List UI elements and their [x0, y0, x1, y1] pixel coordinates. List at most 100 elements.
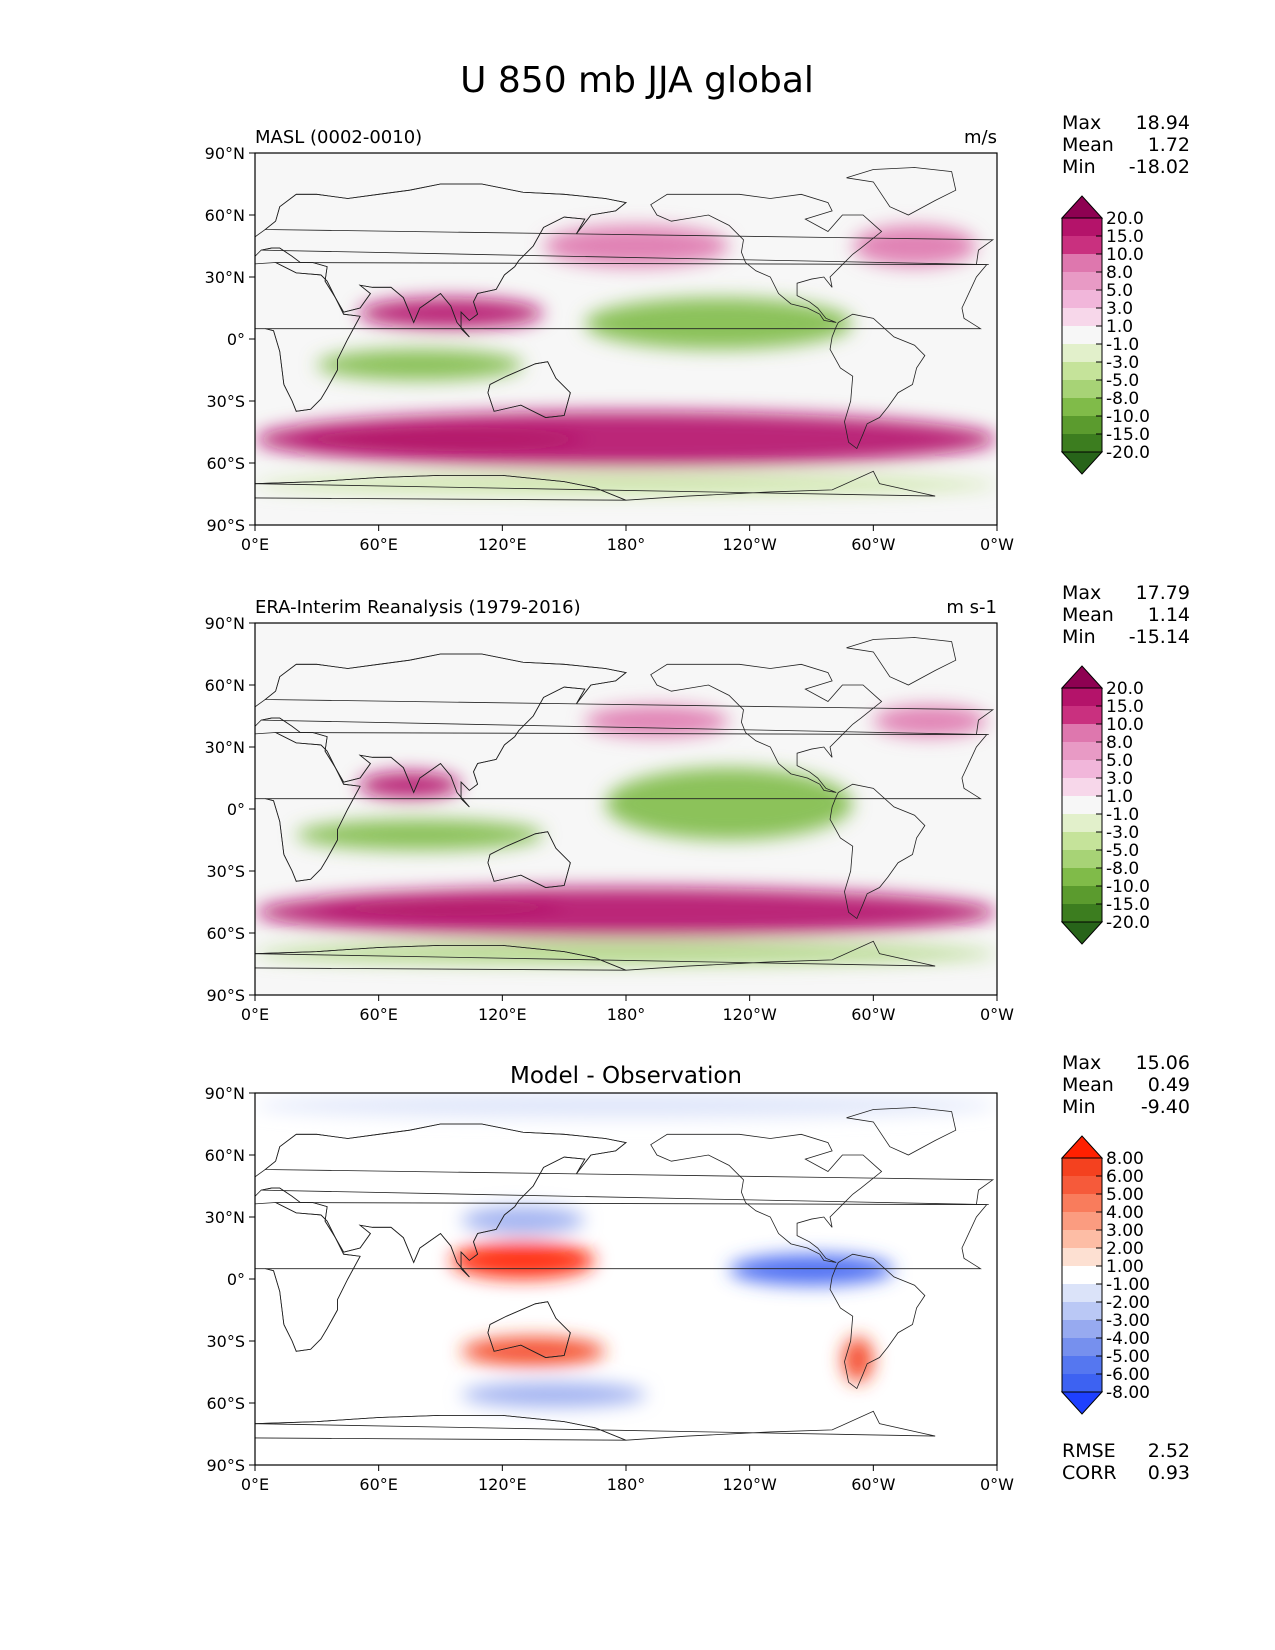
- coastline-4: [88, 784, 183, 918]
- field-feature-southern-jet-core: [296, 425, 585, 453]
- colorbar-label: -10.0: [1106, 407, 1150, 427]
- stat-value: -18.02: [1129, 156, 1190, 178]
- y-tick-label: 60°S: [206, 1394, 245, 1413]
- coastlines: [0, 637, 995, 971]
- metric-value: 0.93: [1148, 1462, 1190, 1484]
- colorbar-segment: [1062, 308, 1102, 326]
- colorbar-segment: [1062, 362, 1102, 380]
- colorbar-label: -1.00: [1106, 1275, 1150, 1295]
- x-tick-label: 120°E: [478, 1005, 527, 1024]
- colorbar-label: 15.0: [1106, 227, 1144, 247]
- y-tick-label: 90°S: [206, 1456, 245, 1475]
- field-feature-east-pacific-negative: [729, 1254, 894, 1286]
- y-tick-label: 90°N: [205, 144, 245, 163]
- colorbar-segment: [1062, 742, 1102, 760]
- colorbar-segment: [1062, 814, 1102, 832]
- field-feature-north-atlantic-westerlies: [873, 705, 987, 737]
- x-tick-label: 60°W: [851, 535, 895, 554]
- colorbar-label: -8.00: [1106, 1383, 1150, 1403]
- field-feature-southern-westerly-jet: [255, 411, 997, 468]
- coastline-4: [88, 1254, 183, 1388]
- metric-label: RMSE: [1062, 1440, 1116, 1462]
- field-feature-north-pacific-negative: [461, 1206, 585, 1234]
- panel-units: m s-1: [946, 597, 997, 618]
- panel-2: 0°E 60°E 120°E 180° 120°W 60°W 0°W 90°N 60°N 30°N…: [0, 582, 1190, 1024]
- colorbar-segment: [1062, 326, 1102, 344]
- y-tick-label: 90°S: [206, 516, 245, 535]
- coastline-3: [0, 664, 140, 792]
- colorbar-label: -5.0: [1106, 371, 1139, 391]
- colorbar-extend-top: [1060, 1135, 1104, 1159]
- field-feature-southern-ocean-negative: [461, 1382, 647, 1408]
- x-tick-label: 120°E: [478, 1475, 527, 1494]
- x-tick-label: 60°W: [851, 1475, 895, 1494]
- field-feature-antarctic-easterlies: [255, 475, 997, 495]
- coastlines: [88, 167, 995, 501]
- coastline-2: [487, 831, 571, 888]
- coastline-6: [255, 945, 627, 971]
- colorbar-label: 20.0: [1106, 209, 1144, 229]
- y-tick-label: 60°N: [205, 1146, 245, 1165]
- field-blur: [255, 225, 997, 495]
- field-feature-tropical-easterlies-indian: [296, 819, 544, 851]
- colorbar-label: -5.00: [1106, 1347, 1150, 1367]
- colorbar-segment: [1062, 796, 1102, 814]
- y-tick-label: 90°N: [205, 1084, 245, 1103]
- colorbar-segment: [1062, 218, 1102, 236]
- colorbar-segment: [1062, 1194, 1102, 1212]
- metric-label: CORR: [1062, 1462, 1117, 1484]
- field-feature-tropical-easterlies-indian: [316, 349, 523, 381]
- colorbar-segment: [1062, 236, 1102, 254]
- x-tick-label: 0°E: [241, 535, 269, 554]
- colorbar-label: 5.00: [1106, 1185, 1144, 1205]
- field-layer: [255, 225, 997, 495]
- y-tick-label: 0°: [227, 330, 245, 349]
- panel-subtitle-left: ERA-Interim Reanalysis (1979-2016): [255, 597, 581, 618]
- coastline-5: [846, 1107, 957, 1156]
- y-tick-label: 60°N: [205, 206, 245, 225]
- x-tick-label: 180°: [607, 1475, 646, 1494]
- colorbar-segment: [1062, 904, 1102, 922]
- coastline-0: [255, 262, 361, 412]
- field-feature-north-pacific-westerlies: [584, 705, 730, 737]
- colorbar-label: 1.0: [1106, 787, 1133, 807]
- coastline-3: [650, 663, 883, 793]
- colorbar-label: 1.00: [1106, 1257, 1144, 1277]
- coastline-4: [829, 783, 926, 920]
- colorbar-label: 3.0: [1106, 769, 1133, 789]
- coastline-3: [0, 1134, 140, 1262]
- field-feature-antarctic-easterlies: [255, 943, 997, 965]
- x-tick-label: 180°: [607, 1005, 646, 1024]
- x-tick-label: 60°E: [359, 535, 397, 554]
- stat-label: Max: [1062, 582, 1101, 604]
- coastline-2: [487, 361, 571, 418]
- coastline-5: [105, 637, 214, 685]
- colorbar-extend-bottom: [1060, 1391, 1104, 1415]
- stat-label: Max: [1062, 112, 1101, 134]
- stat-label: Max: [1062, 1052, 1101, 1074]
- y-tick-label: 60°S: [206, 454, 245, 473]
- coastlines: [0, 1107, 995, 1441]
- coastline-4: [88, 314, 183, 448]
- colorbar-segment: [1062, 688, 1102, 706]
- colorbar-label: -15.0: [1106, 425, 1150, 445]
- stat-value: -15.14: [1129, 626, 1190, 648]
- y-tick-label: 60°N: [205, 676, 245, 695]
- colorbar-segment: [1062, 434, 1102, 452]
- colorbar-segment: [1062, 778, 1102, 796]
- colorbar-extend-top: [1060, 195, 1104, 219]
- stat-label: Mean: [1062, 604, 1114, 626]
- coastline-1: [255, 1123, 627, 1278]
- colorbar-segment: [1062, 832, 1102, 850]
- coastline-1: [255, 653, 627, 808]
- colorbar-segment: [1062, 1230, 1102, 1248]
- colorbar-frame: [1061, 687, 1103, 923]
- colorbar-segment: [1062, 290, 1102, 308]
- colorbar-label: -20.0: [1106, 913, 1150, 933]
- map-background: [255, 1093, 997, 1465]
- stat-value: 1.72: [1148, 134, 1190, 156]
- colorbar-segment: [1062, 1356, 1102, 1374]
- colorbar-label: -10.0: [1106, 877, 1150, 897]
- colorbar-label: 8.0: [1106, 733, 1133, 753]
- colorbar-label: -6.00: [1106, 1365, 1150, 1385]
